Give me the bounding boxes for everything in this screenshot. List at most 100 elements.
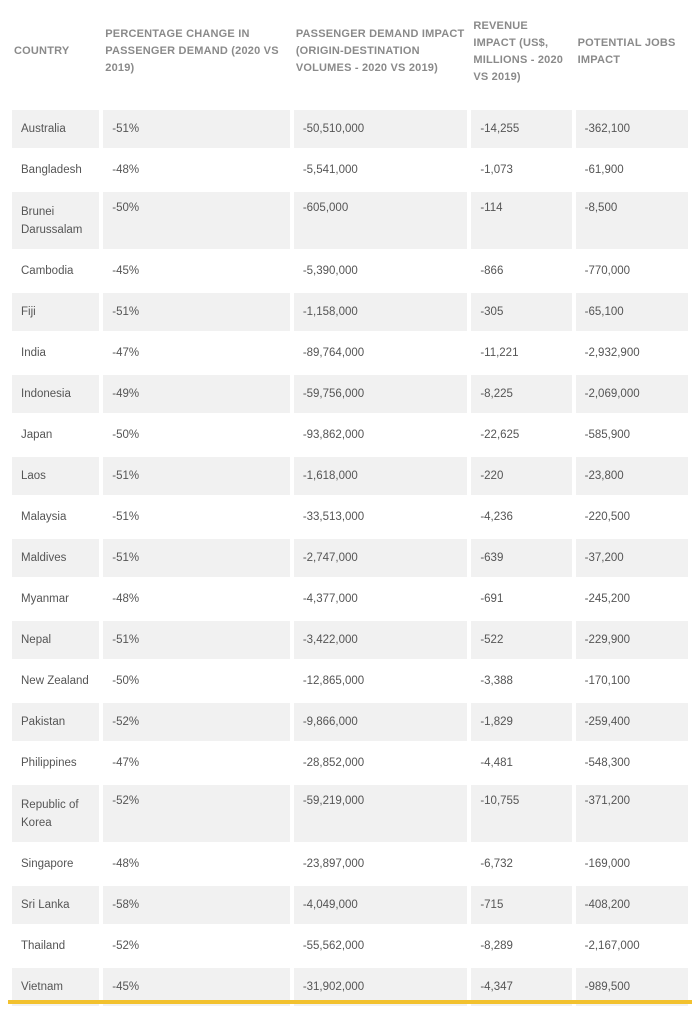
cell-revenue: -715 <box>471 883 572 924</box>
table-body: Australia -51% -50,510,000 -14,255 -362,100 B… <box>12 107 688 1006</box>
cell-passenger-demand: -1,618,000 <box>293 454 468 495</box>
cell-passenger-demand: -3,422,000 <box>293 618 468 659</box>
cell-jobs: -989,500 <box>575 965 688 1006</box>
cell-jobs: -2,069,000 <box>575 372 688 413</box>
cell-passenger-demand: -12,865,000 <box>293 659 468 700</box>
cell-passenger-demand: -23,897,000 <box>293 842 468 883</box>
table-row: Laos -51% -1,618,000 -220 -23,800 <box>12 454 688 495</box>
cell-jobs: -61,900 <box>575 148 688 189</box>
cell-percentage-change: -47% <box>103 331 290 372</box>
header-revenue-impact: REVENUE IMPACT (US$, MILLIONS - 2020 VS … <box>473 19 564 83</box>
cell-jobs: -585,900 <box>575 413 688 454</box>
cell-percentage-change: -45% <box>103 249 290 290</box>
cell-percentage-change: -52% <box>103 782 290 842</box>
cell-jobs: -2,932,900 <box>575 331 688 372</box>
table-row: Pakistan -52% -9,866,000 -1,829 -259,400 <box>12 700 688 741</box>
cell-revenue: -866 <box>471 249 572 290</box>
cell-passenger-demand: -9,866,000 <box>293 700 468 741</box>
cell-country: Cambodia <box>12 249 100 290</box>
cell-country: New Zealand <box>12 659 100 700</box>
cell-percentage-change: -51% <box>103 454 290 495</box>
cell-percentage-change: -50% <box>103 189 290 249</box>
cell-revenue: -1,073 <box>471 148 572 189</box>
cell-jobs: -65,100 <box>575 290 688 331</box>
cell-percentage-change: -51% <box>103 536 290 577</box>
cell-jobs: -220,500 <box>575 495 688 536</box>
table-row: Australia -51% -50,510,000 -14,255 -362,100 <box>12 107 688 148</box>
cell-percentage-change: -52% <box>103 700 290 741</box>
table-row: Myanmar -48% -4,377,000 -691 -245,200 <box>12 577 688 618</box>
cell-country: Bangladesh <box>12 148 100 189</box>
cell-country: Indonesia <box>12 372 100 413</box>
cell-revenue: -691 <box>471 577 572 618</box>
cell-jobs: -229,900 <box>575 618 688 659</box>
cell-jobs: -548,300 <box>575 741 688 782</box>
cell-country: Vietnam <box>12 965 100 1006</box>
table-row: India -47% -89,764,000 -11,221 -2,932,900 <box>12 331 688 372</box>
cell-country: Maldives <box>12 536 100 577</box>
cell-revenue: -6,732 <box>471 842 572 883</box>
table-row: Fiji -51% -1,158,000 -305 -65,100 <box>12 290 688 331</box>
cell-percentage-change: -48% <box>103 577 290 618</box>
cell-passenger-demand: -50,510,000 <box>293 107 468 148</box>
cell-jobs: -371,200 <box>575 782 688 842</box>
cell-country: Pakistan <box>12 700 100 741</box>
cell-percentage-change: -49% <box>103 372 290 413</box>
table-row: Vietnam -45% -31,902,000 -4,347 -989,500 <box>12 965 688 1006</box>
table-header-row: COUNTRY PERCENTAGE CHANGE IN PASSENGER D… <box>12 0 688 103</box>
cell-passenger-demand: -31,902,000 <box>293 965 468 1006</box>
cell-passenger-demand: -5,541,000 <box>293 148 468 189</box>
table-row: Cambodia -45% -5,390,000 -866 -770,000 <box>12 249 688 290</box>
cell-country: Sri Lanka <box>12 883 100 924</box>
cell-percentage-change: -51% <box>103 107 290 148</box>
cell-passenger-demand: -33,513,000 <box>293 495 468 536</box>
header-potential-jobs-impact: POTENTIAL JOBS IMPACT <box>577 36 676 66</box>
cell-revenue: -8,225 <box>471 372 572 413</box>
cell-country: Laos <box>12 454 100 495</box>
cell-passenger-demand: -605,000 <box>293 189 468 249</box>
cell-passenger-demand: -28,852,000 <box>293 741 468 782</box>
cell-revenue: -220 <box>471 454 572 495</box>
cell-jobs: -8,500 <box>575 189 688 249</box>
header-percentage-change: PERCENTAGE CHANGE IN PASSENGER DEMAND (2… <box>105 28 279 74</box>
cell-passenger-demand: -93,862,000 <box>293 413 468 454</box>
cell-revenue: -114 <box>471 189 572 249</box>
cell-country: Republic of Korea <box>12 782 100 842</box>
cell-country: Australia <box>12 107 100 148</box>
table-row: Japan -50% -93,862,000 -22,625 -585,900 <box>12 413 688 454</box>
cell-jobs: -770,000 <box>575 249 688 290</box>
cell-country: Nepal <box>12 618 100 659</box>
cell-revenue: -4,481 <box>471 741 572 782</box>
cell-revenue: -639 <box>471 536 572 577</box>
cell-jobs: -37,200 <box>575 536 688 577</box>
passenger-impact-table: COUNTRY PERCENTAGE CHANGE IN PASSENGER D… <box>8 0 692 1006</box>
cell-country: Malaysia <box>12 495 100 536</box>
cell-revenue: -14,255 <box>471 107 572 148</box>
cell-revenue: -4,236 <box>471 495 572 536</box>
cell-percentage-change: -45% <box>103 965 290 1006</box>
cell-percentage-change: -47% <box>103 741 290 782</box>
cell-jobs: -362,100 <box>575 107 688 148</box>
cell-revenue: -22,625 <box>471 413 572 454</box>
cell-percentage-change: -51% <box>103 495 290 536</box>
cell-jobs: -408,200 <box>575 883 688 924</box>
cell-revenue: -1,829 <box>471 700 572 741</box>
cell-passenger-demand: -5,390,000 <box>293 249 468 290</box>
table-row: Indonesia -49% -59,756,000 -8,225 -2,069,000 <box>12 372 688 413</box>
table-row: Philippines -47% -28,852,000 -4,481 -548,300 <box>12 741 688 782</box>
table-row: Nepal -51% -3,422,000 -522 -229,900 <box>12 618 688 659</box>
cell-country: Philippines <box>12 741 100 782</box>
cell-revenue: -8,289 <box>471 924 572 965</box>
cell-percentage-change: -58% <box>103 883 290 924</box>
cell-country: Japan <box>12 413 100 454</box>
cell-percentage-change: -48% <box>103 842 290 883</box>
cell-country: Thailand <box>12 924 100 965</box>
table-row: Republic of Korea -52% -59,219,000 -10,755-… <box>12 782 688 842</box>
cell-passenger-demand: -59,219,000 <box>293 782 468 842</box>
cell-jobs: -170,100 <box>575 659 688 700</box>
cell-jobs: -169,000 <box>575 842 688 883</box>
cell-passenger-demand: -2,747,000 <box>293 536 468 577</box>
table-row: Brunei Darussalam -50% -605,000 -114 -8,500 <box>12 189 688 249</box>
cell-passenger-demand: -1,158,000 <box>293 290 468 331</box>
